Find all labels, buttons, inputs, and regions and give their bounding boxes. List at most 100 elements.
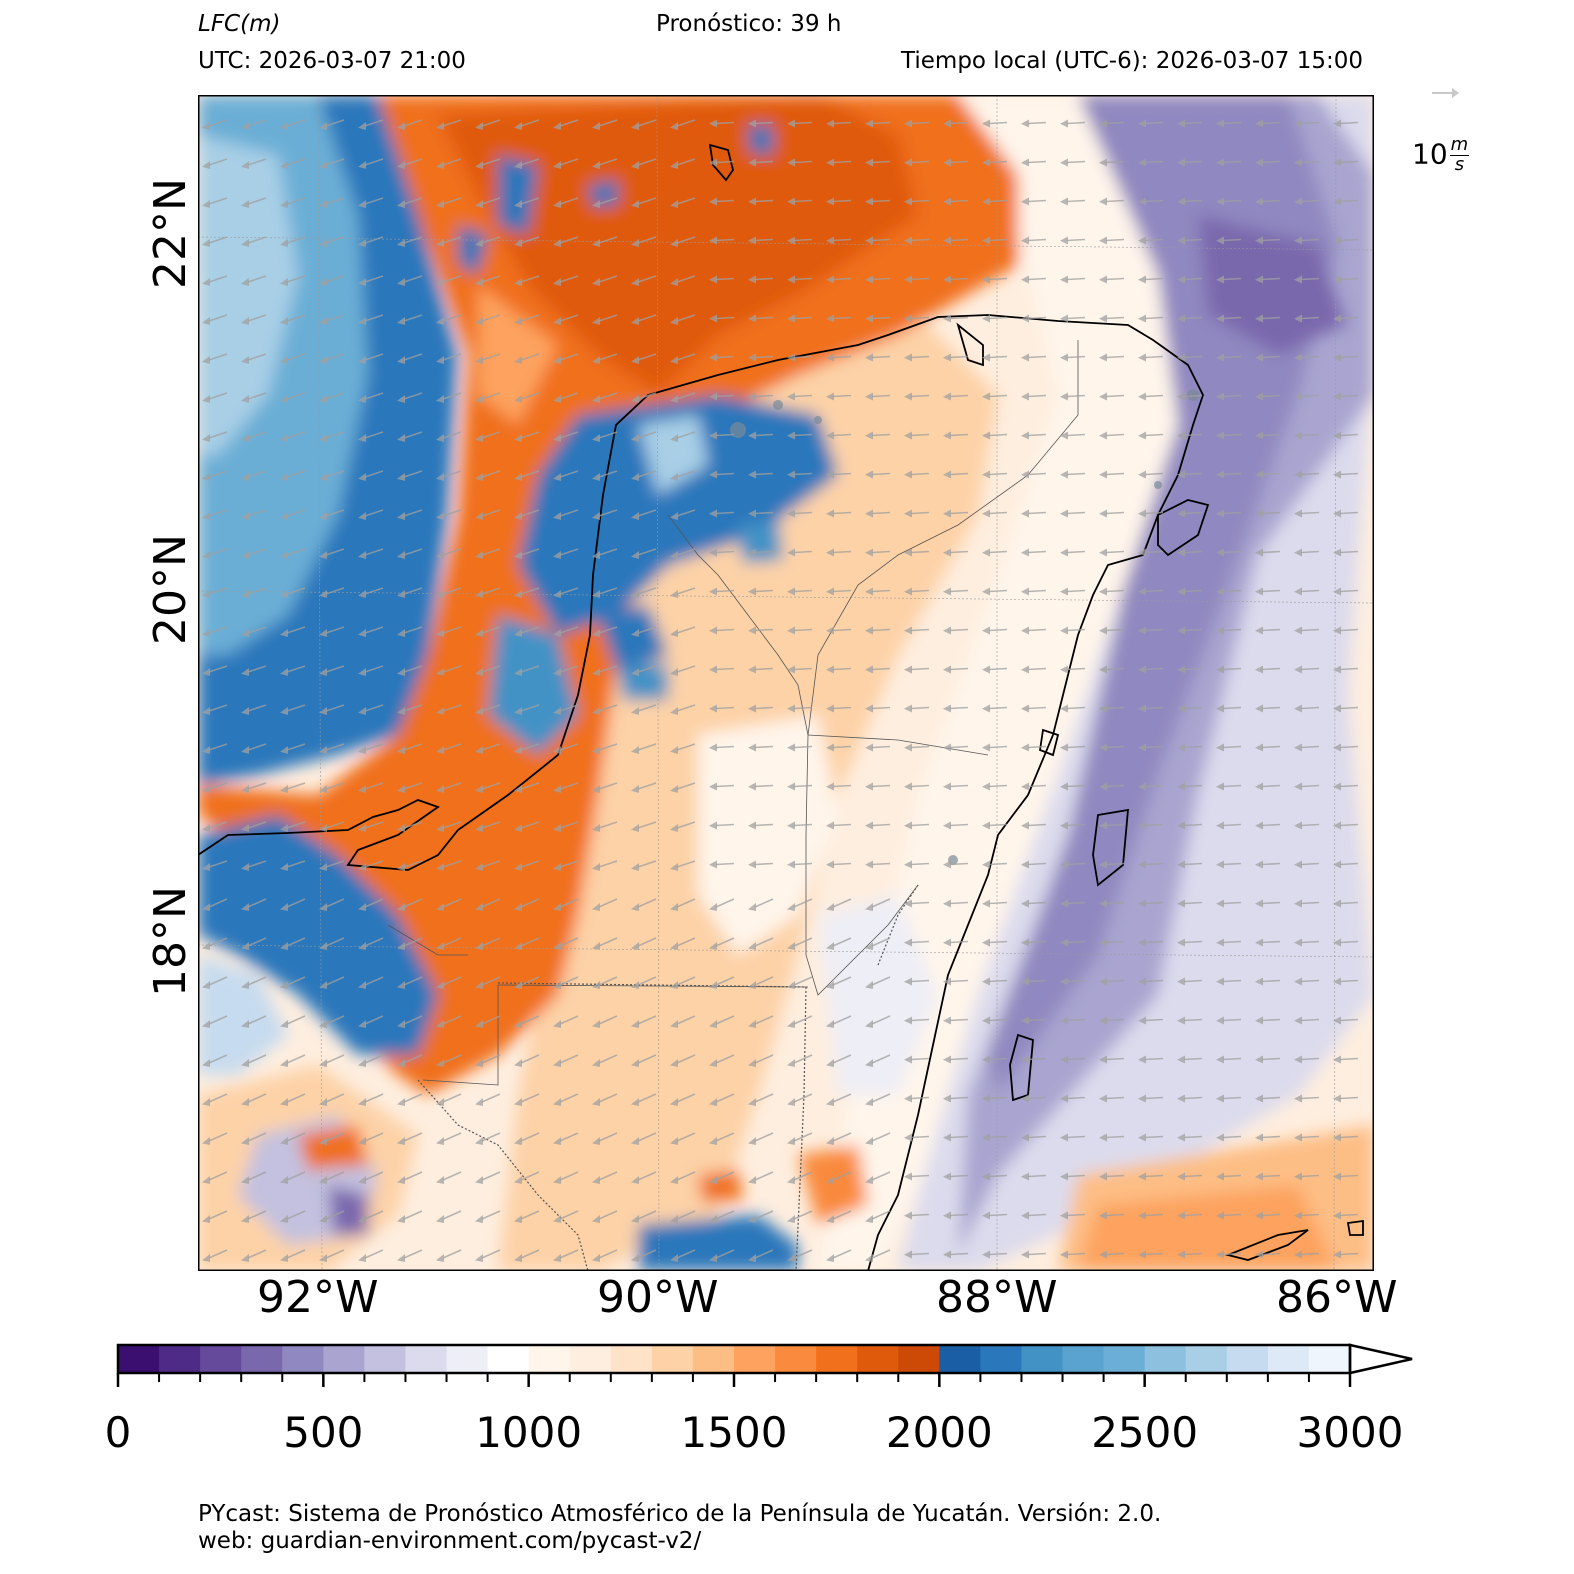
- wind-arrow-shaft: [520, 1171, 540, 1181]
- wind-arrow-head: [1060, 860, 1068, 869]
- wind-arrow-head: [1255, 470, 1263, 479]
- wind-arrow-head: [943, 119, 951, 128]
- wind-arrow-shaft: [325, 1093, 345, 1103]
- wind-arrow-head: [787, 119, 795, 128]
- wind-arrow-head: [202, 903, 210, 911]
- wind-arrow-head: [1177, 743, 1185, 752]
- wind-arrow-head: [631, 551, 639, 559]
- wind-arrow-head: [436, 278, 444, 286]
- wind-arrow-shaft: [676, 392, 696, 400]
- wind-arrow-shaft: [1339, 433, 1359, 437]
- wind-arrow-shaft: [364, 1015, 384, 1025]
- wind-arrow-head: [904, 977, 912, 986]
- wind-arrow-shaft: [286, 976, 306, 986]
- wind-arrow-head: [280, 278, 288, 286]
- wind-arrow-shaft: [1261, 940, 1281, 944]
- wind-arrow-shaft: [559, 937, 579, 947]
- wind-arrow-head: [982, 275, 990, 284]
- wind-arrow-shaft: [520, 1093, 540, 1103]
- wind-arrow-shaft: [403, 626, 423, 634]
- wind-arrow-head: [280, 1215, 288, 1223]
- wind-arrow-shaft: [1105, 394, 1125, 398]
- wind-arrow-head: [202, 942, 210, 950]
- wind-arrow-head: [592, 824, 600, 832]
- wind-arrow-head: [709, 509, 717, 518]
- wind-arrow-head: [553, 1059, 561, 1067]
- wind-arrow-head: [787, 1098, 795, 1106]
- wind-arrow-head: [280, 1176, 288, 1184]
- wind-arrow-shaft: [1261, 316, 1281, 320]
- wind-arrow-head: [592, 551, 600, 559]
- wind-arrow-shaft: [988, 667, 1008, 671]
- wind-arrow-shaft: [832, 511, 852, 515]
- wind-arrow-head: [202, 1254, 210, 1262]
- wind-arrow-head: [1099, 353, 1107, 362]
- wind-arrow-shaft: [598, 470, 618, 478]
- wind-arrow-shaft: [1183, 238, 1203, 242]
- wind-arrow-head: [241, 1215, 249, 1223]
- wind-arrow-shaft: [442, 626, 462, 634]
- wind-arrow-shaft: [520, 626, 540, 634]
- wind-arrow-shaft: [208, 665, 228, 673]
- wind-arrow-head: [709, 1176, 717, 1184]
- wind-arrow-shaft: [1183, 277, 1203, 281]
- wind-arrow-head: [202, 1020, 210, 1028]
- wind-arrow-shaft: [1300, 121, 1320, 125]
- wind-arrow-shaft: [871, 937, 891, 947]
- wind-arrow-head: [787, 626, 795, 635]
- wind-arrow-shaft: [1222, 901, 1242, 905]
- wind-arrow-head: [241, 551, 249, 559]
- wind-arrow-shaft: [286, 821, 306, 829]
- wind-arrow-shaft: [442, 509, 462, 517]
- wind-arrow-head: [475, 1020, 483, 1028]
- wind-arrow-shaft: [442, 1249, 462, 1259]
- wind-arrow-head: [1216, 665, 1224, 674]
- wind-arrow-shaft: [325, 509, 345, 517]
- wind-arrow-shaft: [1183, 511, 1203, 515]
- wind-arrow-head: [475, 200, 483, 208]
- wind-arrow-shaft: [442, 431, 462, 439]
- wind-arrow-shaft: [1261, 1174, 1281, 1178]
- colorbar-tick-label: 1500: [680, 1408, 788, 1457]
- footer-title: PYcast: Sistema de Pronóstico Atmosféric…: [198, 1501, 1162, 1527]
- wind-arrow-head: [1294, 548, 1302, 557]
- wind-arrow-shaft: [1105, 901, 1125, 905]
- wind-arrow-head: [592, 1215, 600, 1223]
- wind-arrow-shaft: [988, 628, 1008, 632]
- wind-arrow-head: [1333, 977, 1341, 986]
- wind-arrow-head: [358, 707, 366, 715]
- wind-arrow-shaft: [442, 937, 462, 947]
- wind-arrow-head: [904, 938, 912, 947]
- wind-arrow-head: [865, 587, 873, 596]
- wind-arrow-head: [319, 239, 327, 247]
- wind-arrow-head: [1099, 704, 1107, 713]
- wind-arrow-head: [280, 785, 288, 793]
- colorbar-tick-label: 0: [104, 1408, 132, 1457]
- wind-arrow-head: [904, 353, 912, 362]
- wind-arrow-shaft: [1261, 160, 1281, 164]
- wind-arrow-shaft: [1027, 316, 1047, 320]
- wind-arrow-shaft: [715, 472, 735, 476]
- wind-arrow-shaft: [364, 197, 384, 205]
- wind-arrow-shaft: [910, 550, 930, 554]
- wind-arrow-head: [397, 1254, 405, 1262]
- wind-arrow-head: [514, 551, 522, 559]
- wind-arrow-head: [1333, 860, 1341, 869]
- wind-arrow-head: [865, 236, 873, 245]
- wind-arrow-shaft: [676, 1249, 696, 1259]
- wind-arrow-shaft: [598, 704, 618, 712]
- wind-arrow-head: [319, 356, 327, 364]
- wind-arrow-head: [514, 785, 522, 793]
- wind-arrow-shaft: [208, 158, 228, 166]
- wind-arrow-head: [982, 665, 990, 674]
- wind-arrow-shaft: [754, 316, 774, 320]
- wind-arrow-head: [280, 512, 288, 520]
- wind-arrow-shaft: [637, 1132, 657, 1142]
- wind-arrow-head: [1216, 509, 1224, 518]
- wind-arrow-head: [592, 707, 600, 715]
- wind-arrow-shaft: [1066, 1174, 1086, 1178]
- wind-arrow-shaft: [715, 1054, 735, 1064]
- wind-arrow-head: [1138, 1094, 1146, 1103]
- wind-arrow-shaft: [559, 1015, 579, 1025]
- wind-arrow-shaft: [1066, 940, 1086, 944]
